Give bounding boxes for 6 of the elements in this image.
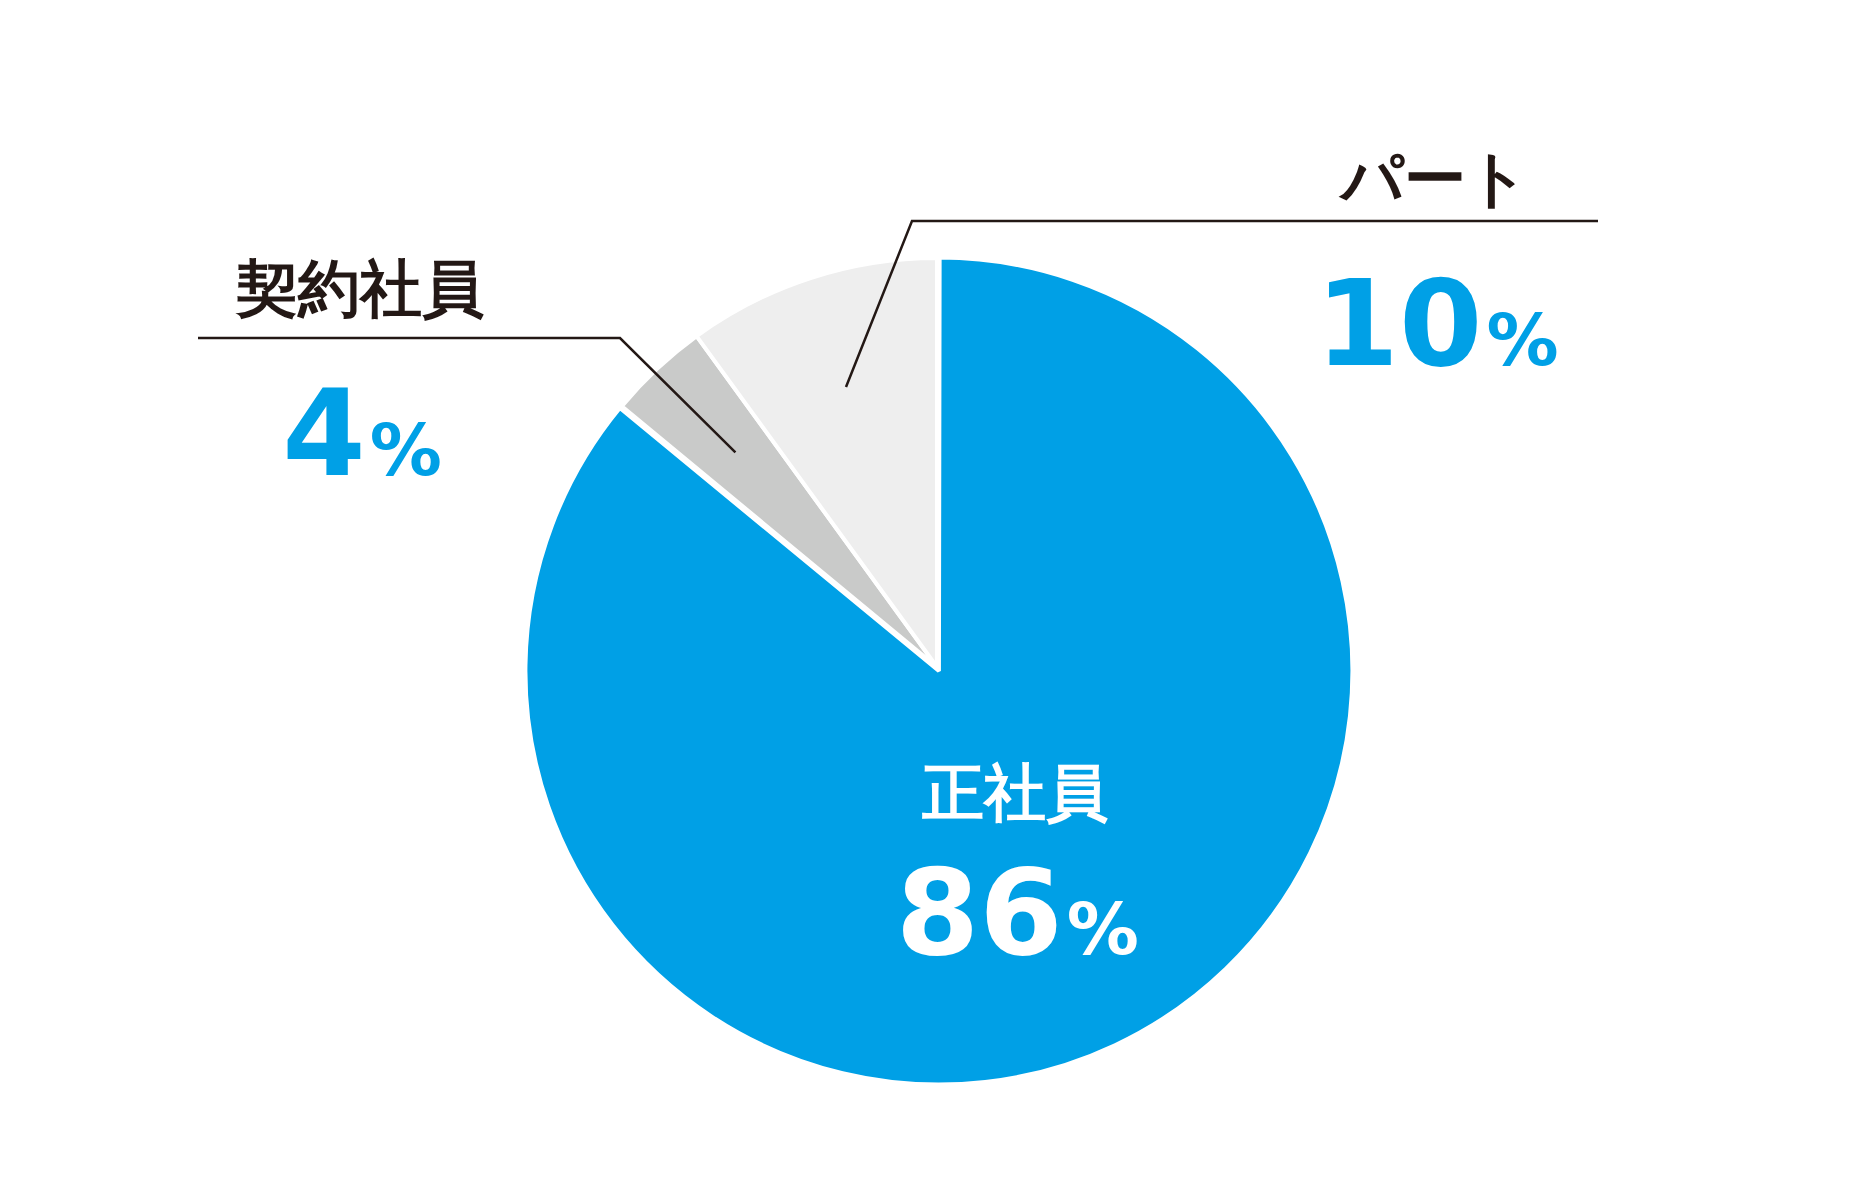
data-label: 4% bbox=[282, 364, 442, 503]
data-label: 86% bbox=[895, 842, 1139, 982]
slice-label: 正社員 bbox=[921, 755, 1109, 829]
slice-label: パート bbox=[1338, 142, 1529, 215]
data-label: 10% bbox=[1315, 254, 1559, 393]
slice-label: 契約社員 bbox=[235, 252, 484, 325]
